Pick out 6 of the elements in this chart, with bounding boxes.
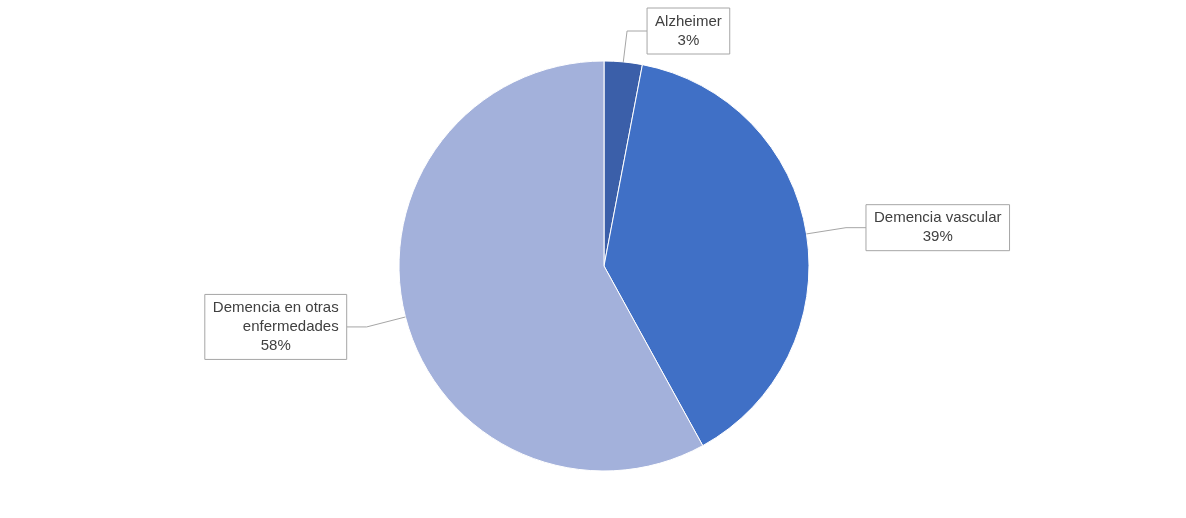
data-label: 58%	[260, 336, 291, 354]
slice-label: Alzheimer	[655, 11, 722, 29]
data-label: 3%	[677, 30, 700, 48]
data-label: 39%	[922, 227, 953, 245]
slice-label: Demencia en otras enfermedades	[212, 298, 339, 335]
slice-label: Demencia vascular	[873, 208, 1002, 226]
